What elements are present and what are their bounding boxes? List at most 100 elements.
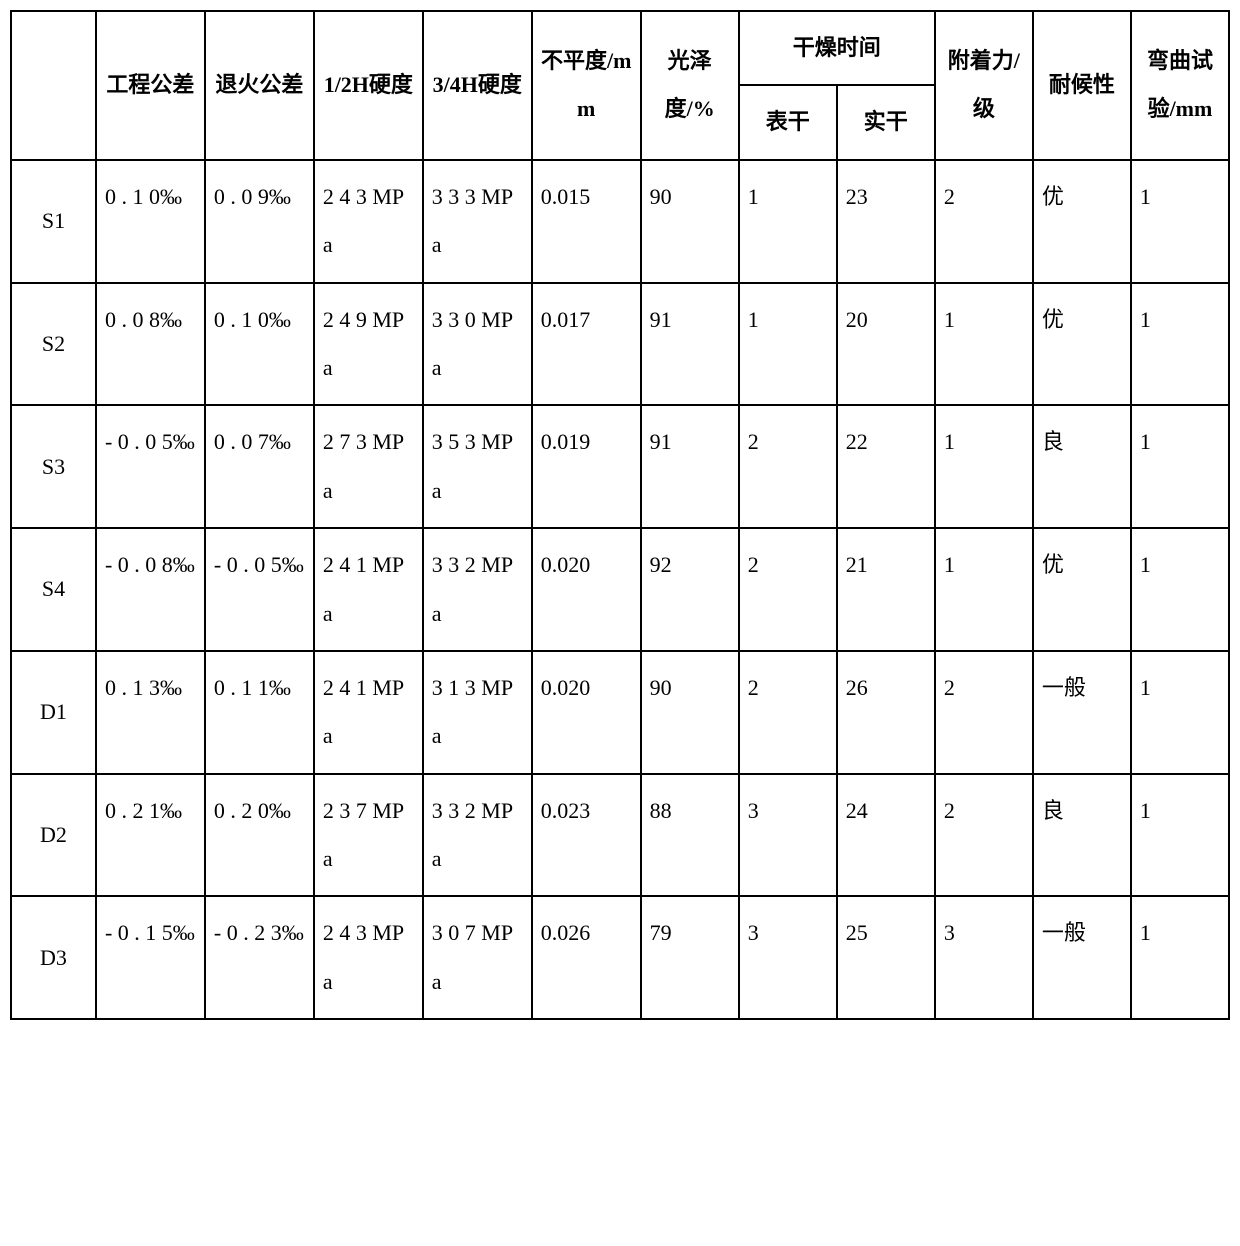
cell-eng-tol: 0 . 1 3‰ xyxy=(96,651,205,774)
cell-eng-tol: - 0 . 0 8‰ xyxy=(96,528,205,651)
cell-bend: 1 xyxy=(1131,160,1229,283)
table-row: S20 . 0 8‰0 . 1 0‰2 4 9 MPa3 3 0 MPa0.01… xyxy=(11,283,1229,406)
header-dry-time: 干燥时间 xyxy=(739,11,935,85)
cell-h34: 3 3 0 MPa xyxy=(423,283,532,406)
cell-anneal-tol: - 0 . 0 5‰ xyxy=(205,528,314,651)
cell-adhesion: 3 xyxy=(935,896,1033,1019)
row-label: S1 xyxy=(11,160,96,283)
cell-flatness: 0.026 xyxy=(532,896,641,1019)
cell-h34: 3 3 2 MPa xyxy=(423,528,532,651)
cell-bend: 1 xyxy=(1131,651,1229,774)
table-row: D3- 0 . 1 5‰- 0 . 2 3‰2 4 3 MPa3 0 7 MPa… xyxy=(11,896,1229,1019)
table-row: D10 . 1 3‰0 . 1 1‰2 4 1 MPa3 1 3 MPa0.02… xyxy=(11,651,1229,774)
cell-anneal-tol: 0 . 2 0‰ xyxy=(205,774,314,897)
data-table: 工程公差 退火公差 1/2H硬度 3/4H硬度 不平度/mm 光泽度/% 干燥时… xyxy=(10,10,1230,1020)
cell-dry-full: 26 xyxy=(837,651,935,774)
cell-dry-surface: 1 xyxy=(739,283,837,406)
cell-dry-full: 25 xyxy=(837,896,935,1019)
table-row: S3- 0 . 0 5‰0 . 0 7‰2 7 3 MPa3 5 3 MPa0.… xyxy=(11,405,1229,528)
header-eng-tol: 工程公差 xyxy=(96,11,205,160)
header-row-1: 工程公差 退火公差 1/2H硬度 3/4H硬度 不平度/mm 光泽度/% 干燥时… xyxy=(11,11,1229,85)
cell-flatness: 0.015 xyxy=(532,160,641,283)
cell-bend: 1 xyxy=(1131,405,1229,528)
cell-eng-tol: 0 . 0 8‰ xyxy=(96,283,205,406)
row-label: D1 xyxy=(11,651,96,774)
row-label: S2 xyxy=(11,283,96,406)
table-row: D20 . 2 1‰0 . 2 0‰2 3 7 MPa3 3 2 MPa0.02… xyxy=(11,774,1229,897)
cell-dry-surface: 3 xyxy=(739,774,837,897)
row-label: D2 xyxy=(11,774,96,897)
cell-eng-tol: 0 . 2 1‰ xyxy=(96,774,205,897)
header-bend: 弯曲试验/mm xyxy=(1131,11,1229,160)
cell-adhesion: 2 xyxy=(935,774,1033,897)
cell-weather: 良 xyxy=(1033,405,1131,528)
header-dry-surface: 表干 xyxy=(739,85,837,159)
cell-h34: 3 0 7 MPa xyxy=(423,896,532,1019)
cell-anneal-tol: 0 . 0 7‰ xyxy=(205,405,314,528)
cell-anneal-tol: - 0 . 2 3‰ xyxy=(205,896,314,1019)
cell-anneal-tol: 0 . 1 0‰ xyxy=(205,283,314,406)
cell-eng-tol: - 0 . 0 5‰ xyxy=(96,405,205,528)
cell-gloss: 91 xyxy=(641,405,739,528)
cell-weather: 优 xyxy=(1033,283,1131,406)
cell-h34: 3 1 3 MPa xyxy=(423,651,532,774)
cell-h12: 2 3 7 MPa xyxy=(314,774,423,897)
cell-flatness: 0.019 xyxy=(532,405,641,528)
cell-adhesion: 1 xyxy=(935,528,1033,651)
header-flatness: 不平度/mm xyxy=(532,11,641,160)
cell-weather: 一般 xyxy=(1033,896,1131,1019)
cell-gloss: 90 xyxy=(641,651,739,774)
cell-adhesion: 1 xyxy=(935,283,1033,406)
cell-dry-surface: 1 xyxy=(739,160,837,283)
table-row: S4- 0 . 0 8‰- 0 . 0 5‰2 4 1 MPa3 3 2 MPa… xyxy=(11,528,1229,651)
cell-bend: 1 xyxy=(1131,896,1229,1019)
cell-h34: 3 3 2 MPa xyxy=(423,774,532,897)
cell-gloss: 92 xyxy=(641,528,739,651)
cell-dry-surface: 2 xyxy=(739,405,837,528)
cell-weather: 良 xyxy=(1033,774,1131,897)
cell-gloss: 79 xyxy=(641,896,739,1019)
table-header: 工程公差 退火公差 1/2H硬度 3/4H硬度 不平度/mm 光泽度/% 干燥时… xyxy=(11,11,1229,160)
cell-dry-surface: 2 xyxy=(739,651,837,774)
cell-weather: 一般 xyxy=(1033,651,1131,774)
cell-dry-surface: 2 xyxy=(739,528,837,651)
cell-h12: 2 4 3 MPa xyxy=(314,160,423,283)
row-label: S3 xyxy=(11,405,96,528)
table-body: S10 . 1 0‰0 . 0 9‰2 4 3 MPa3 3 3 MPa0.01… xyxy=(11,160,1229,1019)
row-label: D3 xyxy=(11,896,96,1019)
cell-flatness: 0.023 xyxy=(532,774,641,897)
header-h34: 3/4H硬度 xyxy=(423,11,532,160)
header-gloss: 光泽度/% xyxy=(641,11,739,160)
cell-eng-tol: - 0 . 1 5‰ xyxy=(96,896,205,1019)
header-h12: 1/2H硬度 xyxy=(314,11,423,160)
cell-h34: 3 5 3 MPa xyxy=(423,405,532,528)
cell-bend: 1 xyxy=(1131,528,1229,651)
cell-gloss: 88 xyxy=(641,774,739,897)
cell-flatness: 0.020 xyxy=(532,528,641,651)
cell-adhesion: 1 xyxy=(935,405,1033,528)
cell-gloss: 91 xyxy=(641,283,739,406)
cell-dry-full: 22 xyxy=(837,405,935,528)
header-blank xyxy=(11,11,96,160)
row-label: S4 xyxy=(11,528,96,651)
header-weather: 耐候性 xyxy=(1033,11,1131,160)
cell-h12: 2 4 1 MPa xyxy=(314,651,423,774)
cell-gloss: 90 xyxy=(641,160,739,283)
cell-h12: 2 4 1 MPa xyxy=(314,528,423,651)
cell-anneal-tol: 0 . 0 9‰ xyxy=(205,160,314,283)
cell-h34: 3 3 3 MPa xyxy=(423,160,532,283)
cell-bend: 1 xyxy=(1131,283,1229,406)
cell-weather: 优 xyxy=(1033,528,1131,651)
cell-h12: 2 4 3 MPa xyxy=(314,896,423,1019)
cell-dry-full: 21 xyxy=(837,528,935,651)
cell-dry-full: 23 xyxy=(837,160,935,283)
cell-h12: 2 4 9 MPa xyxy=(314,283,423,406)
header-adhesion: 附着力/级 xyxy=(935,11,1033,160)
header-anneal-tol: 退火公差 xyxy=(205,11,314,160)
cell-eng-tol: 0 . 1 0‰ xyxy=(96,160,205,283)
cell-dry-full: 24 xyxy=(837,774,935,897)
cell-adhesion: 2 xyxy=(935,651,1033,774)
cell-bend: 1 xyxy=(1131,774,1229,897)
table-row: S10 . 1 0‰0 . 0 9‰2 4 3 MPa3 3 3 MPa0.01… xyxy=(11,160,1229,283)
header-dry-full: 实干 xyxy=(837,85,935,159)
